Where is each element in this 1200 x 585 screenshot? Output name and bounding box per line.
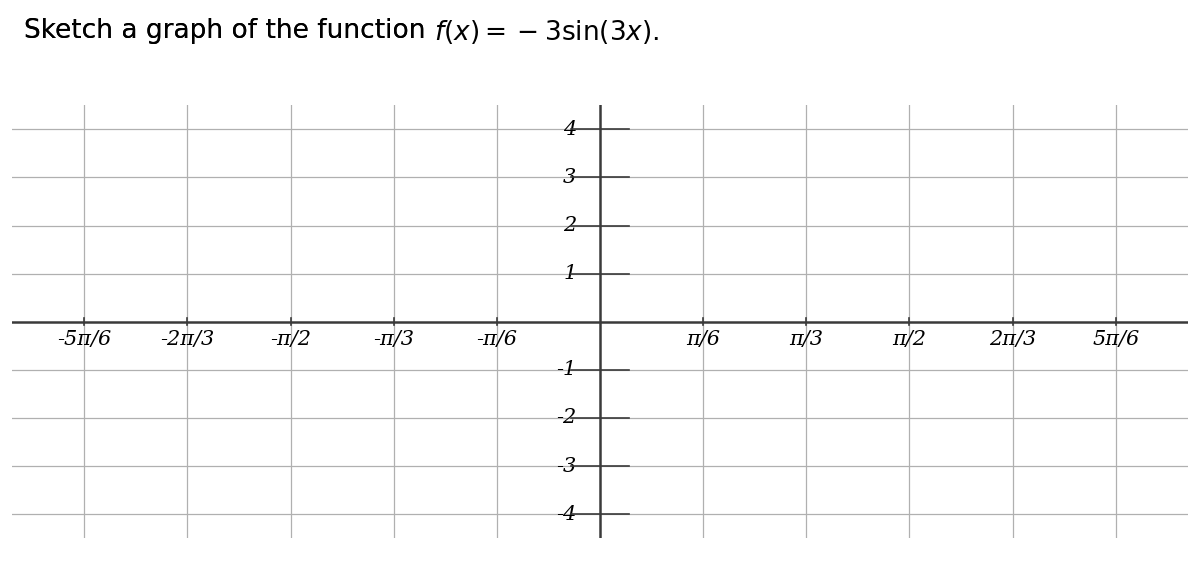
Text: Sketch a graph of the function: Sketch a graph of the function	[24, 18, 434, 43]
Text: -2: -2	[556, 408, 576, 428]
Text: Sketch a graph of the function: Sketch a graph of the function	[24, 18, 434, 43]
Text: 5π/6: 5π/6	[1092, 331, 1140, 349]
Text: π/2: π/2	[893, 331, 926, 349]
Text: -1: -1	[556, 360, 576, 379]
Text: -π/2: -π/2	[270, 331, 311, 349]
Text: -π/6: -π/6	[476, 331, 517, 349]
Text: 3: 3	[563, 168, 576, 187]
Text: 1: 1	[563, 264, 576, 283]
Text: π/6: π/6	[686, 331, 720, 349]
Text: $f(x) = -3\sin(3x).$: $f(x) = -3\sin(3x).$	[434, 18, 659, 46]
Text: -π/3: -π/3	[373, 331, 414, 349]
Text: π/3: π/3	[790, 331, 823, 349]
Text: -2π/3: -2π/3	[161, 331, 215, 349]
Text: 4: 4	[563, 120, 576, 139]
Text: 2π/3: 2π/3	[989, 331, 1037, 349]
Text: -4: -4	[556, 505, 576, 524]
Text: -3: -3	[556, 456, 576, 476]
Text: -5π/6: -5π/6	[58, 331, 112, 349]
Text: 2: 2	[563, 216, 576, 235]
